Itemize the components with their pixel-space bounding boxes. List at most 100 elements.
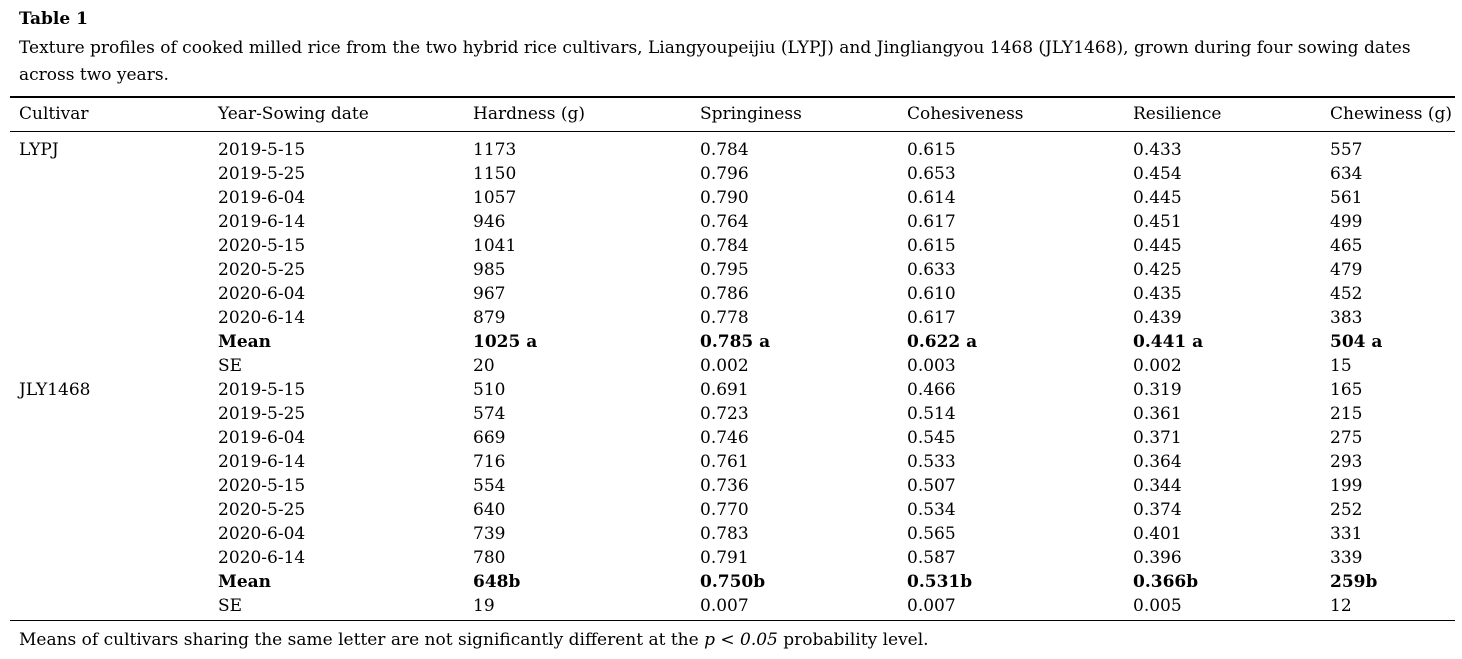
- table-cell: 0.617: [907, 308, 956, 328]
- table-cell: 2019-5-25: [218, 404, 306, 424]
- table-cell: 0.439: [1133, 308, 1182, 328]
- table-cell: 259b: [1330, 572, 1378, 592]
- table-cell: 2020-5-25: [218, 500, 306, 520]
- table-cell: SE: [218, 596, 243, 616]
- table-cell: 499: [1330, 212, 1363, 232]
- table-cell: 0.433: [1133, 140, 1182, 160]
- table-cell: 0.614: [907, 188, 956, 208]
- table-row: Mean 648b 0.750b 0.531b 0.366b 259b: [10, 570, 1455, 594]
- cultivar-cell: [10, 474, 218, 498]
- table-cell: 15: [1330, 356, 1352, 376]
- table-cell: 967: [473, 284, 506, 304]
- column-header: Springiness: [700, 97, 907, 132]
- table-cell: 2020-6-04: [218, 284, 306, 304]
- table-cell: 640: [473, 500, 506, 520]
- table-cell: 0.795: [700, 260, 749, 280]
- cultivar-cell: [10, 258, 218, 282]
- table-row: 2019-5-25 574 0.723 0.514 0.361 215: [10, 402, 1455, 426]
- table-row: JLY1468 2019-5-15 510 0.691 0.466 0.319 165: [10, 378, 1455, 402]
- table-cell: 504 a: [1330, 332, 1383, 352]
- table-cell: 0.615: [907, 236, 956, 256]
- table-cell: 2020-5-25: [218, 260, 306, 280]
- table-cell: 0.764: [700, 212, 749, 232]
- table-cell: 2019-6-14: [218, 452, 306, 472]
- cultivar-cell: [10, 306, 218, 330]
- table-cell: 0.633: [907, 260, 956, 280]
- table-cell: 0.761: [700, 452, 749, 472]
- table-cell: 452: [1330, 284, 1363, 304]
- table-cell: 0.344: [1133, 476, 1182, 496]
- table-cell: 0.565: [907, 524, 956, 544]
- table-cell: 574: [473, 404, 506, 424]
- table-cell: 293: [1330, 452, 1363, 472]
- table-cell: 0.770: [700, 500, 749, 520]
- table-cell: 2019-5-15: [218, 380, 306, 400]
- cultivar-cell: [10, 162, 218, 186]
- table-row: 2020-6-04 739 0.783 0.565 0.401 331: [10, 522, 1455, 546]
- cultivar-cell: [10, 498, 218, 522]
- table-footnote: Means of cultivars sharing the same lett…: [19, 629, 1455, 651]
- table-cell: 2019-6-04: [218, 188, 306, 208]
- column-header: Hardness (g): [473, 97, 700, 132]
- table-cell: 0.796: [700, 164, 749, 184]
- table-cell: 1173: [473, 140, 517, 160]
- table-cell: 669: [473, 428, 506, 448]
- table-caption: Texture profiles of cooked milled rice f…: [19, 38, 1411, 85]
- column-header: Cultivar: [10, 97, 218, 132]
- column-header: Cohesiveness: [907, 97, 1133, 132]
- cultivar-cell: [10, 402, 218, 426]
- table-cell: 0.790: [700, 188, 749, 208]
- table-cell: 0.531b: [907, 572, 973, 592]
- table-cell: 0.514: [907, 404, 956, 424]
- table-row: 2020-6-04 967 0.786 0.610 0.435 452: [10, 282, 1455, 306]
- cultivar-cell: [10, 354, 218, 378]
- table-title: Table 1: [19, 9, 88, 29]
- table-cell: 0.425: [1133, 260, 1182, 280]
- table-cell: 2019-6-04: [218, 428, 306, 448]
- table-row: 2020-5-15 554 0.736 0.507 0.344 199: [10, 474, 1455, 498]
- table-cell: 0.451: [1133, 212, 1182, 232]
- table-cell: 0.466: [907, 380, 956, 400]
- table-row: 2019-6-14 946 0.764 0.617 0.451 499: [10, 210, 1455, 234]
- header-row: Cultivar Year-Sowing date Hardness (g) Spri…: [10, 97, 1455, 132]
- table-cell: 1150: [473, 164, 517, 184]
- table-cell: 0.454: [1133, 164, 1182, 184]
- table-cell: 946: [473, 212, 506, 232]
- table-row: 2020-6-14 780 0.791 0.587 0.396 339: [10, 546, 1455, 570]
- cultivar-cell: [10, 594, 218, 621]
- table-row: 2020-5-25 985 0.795 0.633 0.425 479: [10, 258, 1455, 282]
- table-cell: 0.791: [700, 548, 749, 568]
- column-header: Chewiness (g): [1330, 97, 1455, 132]
- table-cell: 0.507: [907, 476, 956, 496]
- cultivar-cell: [10, 426, 218, 450]
- table-cell: 2020-6-14: [218, 308, 306, 328]
- footnote-p-value: p < 0.05: [704, 630, 778, 650]
- table-cell: 0.396: [1133, 548, 1182, 568]
- table-cell: 985: [473, 260, 506, 280]
- table-cell: 2020-6-04: [218, 524, 306, 544]
- table-cell: 0.587: [907, 548, 956, 568]
- table-cell: Mean: [218, 572, 272, 592]
- table-cell: 199: [1330, 476, 1363, 496]
- table-cell: 0.445: [1133, 188, 1182, 208]
- table-row: 2020-5-25 640 0.770 0.534 0.374 252: [10, 498, 1455, 522]
- table-cell: 0.007: [700, 596, 749, 616]
- column-header: Resilience: [1133, 97, 1330, 132]
- table-cell: 0.533: [907, 452, 956, 472]
- table-cell: 0.746: [700, 428, 749, 448]
- table-cell: 465: [1330, 236, 1363, 256]
- table-cell: 19: [473, 596, 495, 616]
- table-cell: 20: [473, 356, 495, 376]
- table-cell: 339: [1330, 548, 1363, 568]
- table-cell: 0.783: [700, 524, 749, 544]
- table-cell: Mean: [218, 332, 272, 352]
- table-cell: 0.691: [700, 380, 749, 400]
- table-cell: 0.622 a: [907, 332, 978, 352]
- cultivar-cell: LYPJ: [19, 140, 59, 160]
- cultivar-cell: [10, 186, 218, 210]
- table-cell: 0.615: [907, 140, 956, 160]
- table-cell: 331: [1330, 524, 1363, 544]
- cultivar-cell: [10, 570, 218, 594]
- footnote-text-post: probability level.: [777, 630, 929, 650]
